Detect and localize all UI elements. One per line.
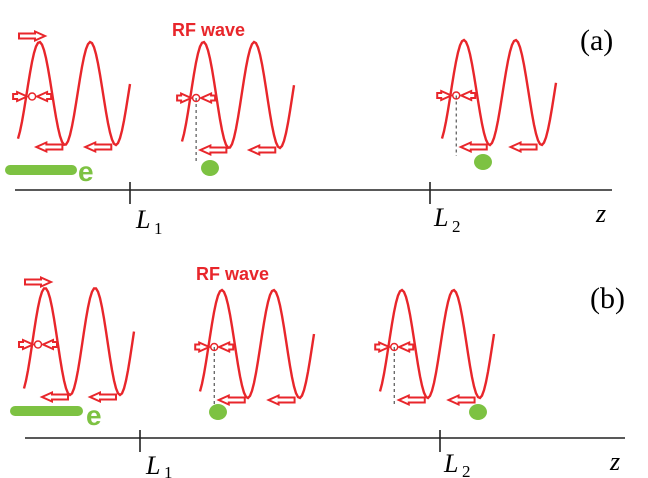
arrow xyxy=(269,396,295,405)
marker-label: L xyxy=(135,205,150,234)
arrow xyxy=(461,143,487,152)
arrow xyxy=(219,343,233,352)
arrow xyxy=(42,393,68,402)
arrow xyxy=(200,146,226,155)
arrow xyxy=(461,91,475,100)
arrow xyxy=(36,143,62,152)
phase-point xyxy=(35,341,42,348)
marker-label: L xyxy=(443,449,458,478)
marker-label: L xyxy=(145,451,160,478)
electron xyxy=(209,404,227,420)
axis-label: z xyxy=(595,199,606,228)
wave-label: RF wave xyxy=(172,20,245,40)
arrow xyxy=(249,146,275,155)
marker-subscript: 1 xyxy=(164,463,173,478)
phase-point xyxy=(29,93,36,100)
arrow xyxy=(511,143,537,152)
arrow xyxy=(25,278,51,287)
arrow xyxy=(37,92,51,101)
marker-subscript: 1 xyxy=(154,219,163,238)
particle-label: e xyxy=(78,156,94,187)
panel-label: (b) xyxy=(590,282,625,315)
wave-label: RF wave xyxy=(196,264,269,284)
arrow xyxy=(399,343,413,352)
electron xyxy=(474,154,492,170)
marker-subscript: 2 xyxy=(462,462,471,478)
panel-label: (a) xyxy=(580,24,613,57)
axis-label: z xyxy=(609,447,620,476)
arrow xyxy=(449,396,475,405)
arrow xyxy=(19,32,45,41)
electron xyxy=(469,404,487,420)
electron xyxy=(201,160,219,176)
arrow xyxy=(201,94,215,103)
marker-subscript: 2 xyxy=(452,217,461,236)
marker-label: L xyxy=(433,203,448,232)
arrow xyxy=(399,396,425,405)
arrow xyxy=(43,340,57,349)
figure: (a) RF wave e L 1 L 2 z (b) RF wave e L … xyxy=(0,0,648,478)
arrow xyxy=(85,143,111,152)
arrow xyxy=(219,396,245,405)
particle-label: e xyxy=(86,400,102,431)
